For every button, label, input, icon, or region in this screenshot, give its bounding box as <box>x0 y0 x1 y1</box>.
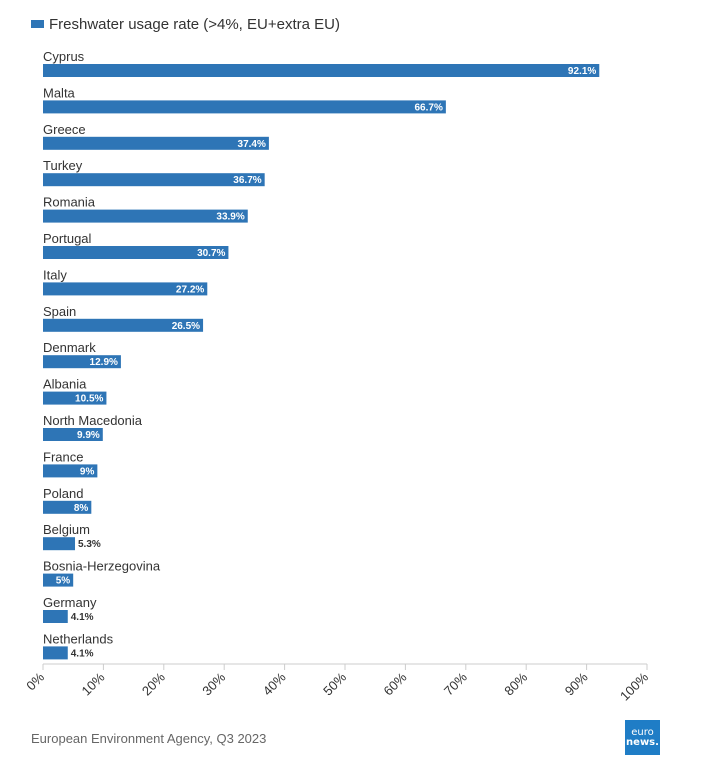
x-tick-label: 90% <box>562 669 591 698</box>
data-label: 12.9% <box>90 357 118 368</box>
logo-text-line1: euro <box>631 726 654 738</box>
bar <box>43 173 265 187</box>
data-label: 4.1% <box>71 648 94 659</box>
category-label: Turkey <box>43 158 83 173</box>
data-label: 5.3% <box>78 539 101 550</box>
bar <box>43 573 74 587</box>
x-tick-label: 80% <box>501 669 530 698</box>
x-tick-label: 10% <box>79 669 108 698</box>
category-label: Portugal <box>43 231 92 246</box>
data-label: 9.9% <box>77 430 100 441</box>
category-label: Belgium <box>43 522 90 537</box>
category-label: Bosnia-Herzegovina <box>43 559 161 574</box>
data-label: 66.7% <box>415 102 443 113</box>
data-label: 33.9% <box>216 212 244 223</box>
x-tick-label: 100% <box>617 669 651 703</box>
data-label: 92.1% <box>568 66 596 77</box>
data-label: 26.5% <box>172 321 200 332</box>
bar <box>43 537 76 551</box>
category-label: Cyprus <box>43 49 85 64</box>
category-label: Greece <box>43 122 86 137</box>
bar <box>43 646 68 660</box>
bar <box>43 282 208 296</box>
category-label: Romania <box>43 195 96 210</box>
x-tick-label: 50% <box>320 669 349 698</box>
category-label: Denmark <box>43 340 96 355</box>
category-label: Italy <box>43 267 67 282</box>
data-label: 10.5% <box>75 394 103 405</box>
data-label: 4.1% <box>71 612 94 623</box>
bar <box>43 610 68 623</box>
category-label: Poland <box>43 486 83 501</box>
bar <box>43 464 98 478</box>
data-label: 27.2% <box>176 284 204 295</box>
data-label: 36.7% <box>233 175 261 186</box>
legend-label: Freshwater usage rate (>4%, EU+extra EU) <box>49 15 340 33</box>
category-label: Spain <box>43 304 76 319</box>
bar <box>43 355 121 369</box>
bar <box>43 500 92 514</box>
category-label: North Macedonia <box>43 413 143 428</box>
bar <box>43 136 269 150</box>
category-label: Albania <box>43 377 87 392</box>
legend-swatch <box>31 20 44 28</box>
bar <box>43 100 446 114</box>
logo-text-line2: news. <box>626 736 659 748</box>
source-note: European Environment Agency, Q3 2023 <box>31 731 267 746</box>
bar <box>43 318 204 332</box>
x-tick-label: 70% <box>441 669 470 698</box>
x-tick-label: 40% <box>260 669 289 698</box>
data-label: 9% <box>80 466 95 477</box>
legend: Freshwater usage rate (>4%, EU+extra EU) <box>31 14 340 34</box>
bar <box>43 209 248 223</box>
x-tick-label: 30% <box>199 669 228 698</box>
euronews-logo: euro news. <box>625 720 660 755</box>
bar <box>43 246 229 259</box>
bar <box>43 391 107 405</box>
x-tick-label: 60% <box>381 669 410 698</box>
data-label: 8% <box>74 503 89 514</box>
category-label: France <box>43 449 83 464</box>
x-tick-label: 20% <box>139 669 168 698</box>
category-label: Malta <box>43 85 76 100</box>
category-label: Germany <box>43 595 97 610</box>
data-label: 5% <box>56 576 71 587</box>
data-label: 30.7% <box>197 248 225 259</box>
category-label: Netherlands <box>43 631 114 646</box>
bar <box>43 428 103 441</box>
data-label: 37.4% <box>238 139 266 150</box>
x-tick-label: 0% <box>23 669 47 693</box>
bar <box>43 64 600 77</box>
